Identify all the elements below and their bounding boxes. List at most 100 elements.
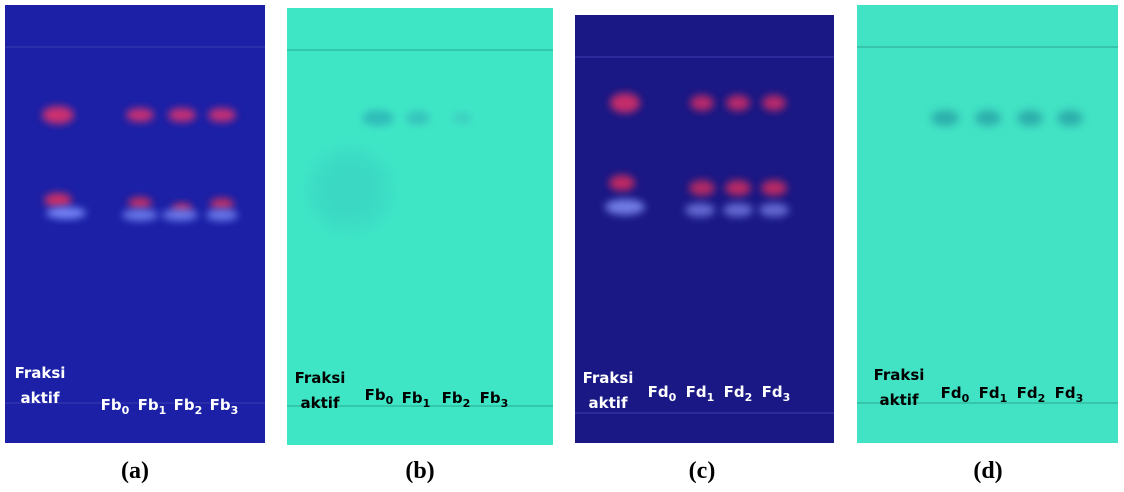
spot bbox=[610, 93, 640, 113]
spot bbox=[46, 207, 86, 219]
lane-name: Fb bbox=[442, 389, 463, 407]
lane-label: Fd3 bbox=[1055, 384, 1084, 405]
spot bbox=[762, 95, 786, 111]
spot bbox=[723, 203, 753, 217]
lane-name: Fd bbox=[686, 383, 707, 401]
lane-label: Fd1 bbox=[686, 383, 715, 404]
lane-subscript: 0 bbox=[669, 391, 677, 404]
lane-label: Fb1 bbox=[138, 396, 167, 417]
reference-label: aktif bbox=[301, 394, 340, 412]
lane-name: Fb bbox=[365, 386, 386, 404]
panel-caption: (a) bbox=[121, 458, 149, 484]
lane-name: Fd bbox=[648, 383, 669, 401]
lane-label: Fb3 bbox=[210, 396, 239, 417]
panel-caption: (c) bbox=[689, 458, 716, 484]
reference-label: Fraksi bbox=[583, 369, 634, 387]
lane-label: Fb0 bbox=[101, 396, 130, 417]
spot bbox=[126, 108, 154, 122]
reference-label: Fraksi bbox=[295, 369, 346, 387]
lane-name: Fd bbox=[724, 383, 745, 401]
lane-subscript: 1 bbox=[159, 404, 167, 417]
spot bbox=[206, 209, 238, 221]
lane-subscript: 2 bbox=[195, 404, 203, 417]
lane-name: Fb bbox=[101, 396, 122, 414]
spot bbox=[725, 180, 751, 196]
spot bbox=[759, 203, 789, 217]
panel-caption: (d) bbox=[973, 458, 1002, 484]
lane-subscript: 0 bbox=[962, 392, 970, 405]
spot bbox=[1017, 110, 1043, 126]
lane-subscript: 2 bbox=[463, 397, 471, 410]
spot bbox=[406, 111, 430, 125]
spot bbox=[42, 106, 74, 124]
lane-label: Fd1 bbox=[979, 384, 1008, 405]
spot bbox=[1057, 110, 1083, 126]
lane-label: Fb1 bbox=[402, 389, 431, 410]
spot bbox=[975, 110, 1001, 126]
lane-subscript: 1 bbox=[423, 397, 431, 410]
reference-label: aktif bbox=[880, 391, 919, 409]
lane-subscript: 3 bbox=[231, 404, 239, 417]
spot bbox=[609, 175, 635, 191]
lane-subscript: 1 bbox=[1000, 392, 1008, 405]
spot bbox=[761, 180, 787, 196]
lane-name: Fd bbox=[762, 383, 783, 401]
spot bbox=[452, 112, 472, 124]
reference-label: Fraksi bbox=[874, 366, 925, 384]
lane-label: Fd0 bbox=[941, 384, 970, 405]
lane-label: Fb2 bbox=[174, 396, 203, 417]
lane-subscript: 3 bbox=[783, 391, 791, 404]
lane-subscript: 0 bbox=[386, 394, 394, 407]
panel-caption: (b) bbox=[405, 458, 434, 484]
lane-label: Fd2 bbox=[724, 383, 753, 404]
spot bbox=[689, 180, 715, 196]
spot bbox=[310, 150, 390, 230]
spot bbox=[931, 110, 959, 126]
lane-name: Fb bbox=[174, 396, 195, 414]
spot bbox=[685, 203, 715, 217]
lane-label: Fd3 bbox=[762, 383, 791, 404]
lane-label: Fd0 bbox=[648, 383, 677, 404]
reference-label: aktif bbox=[21, 389, 60, 407]
spot bbox=[726, 95, 750, 111]
lane-name: Fb bbox=[210, 396, 231, 414]
lane-subscript: 3 bbox=[501, 397, 509, 410]
reference-label: aktif bbox=[589, 394, 628, 412]
spot bbox=[605, 199, 645, 215]
lane-subscript: 1 bbox=[707, 391, 715, 404]
spot bbox=[44, 193, 72, 207]
lane-name: Fb bbox=[138, 396, 159, 414]
lane-label: Fd2 bbox=[1017, 384, 1046, 405]
spot bbox=[128, 197, 152, 209]
spot bbox=[162, 209, 198, 221]
lane-label: Fb0 bbox=[365, 386, 394, 407]
lane-label: Fb3 bbox=[480, 389, 509, 410]
lane-subscript: 0 bbox=[122, 404, 130, 417]
tlc-plate bbox=[287, 8, 553, 445]
lane-name: Fb bbox=[480, 389, 501, 407]
spot bbox=[690, 95, 714, 111]
lane-subscript: 2 bbox=[1038, 392, 1046, 405]
spot bbox=[122, 209, 158, 221]
lane-name: Fd bbox=[941, 384, 962, 402]
lane-subscript: 2 bbox=[745, 391, 753, 404]
lane-label: Fb2 bbox=[442, 389, 471, 410]
lane-subscript: 3 bbox=[1076, 392, 1084, 405]
lane-name: Fd bbox=[1017, 384, 1038, 402]
spot bbox=[208, 108, 236, 122]
lane-name: Fd bbox=[979, 384, 1000, 402]
tlc-plate bbox=[857, 5, 1118, 443]
spot bbox=[362, 110, 394, 126]
spot bbox=[210, 198, 234, 210]
tlc-plate bbox=[575, 15, 834, 443]
lane-name: Fb bbox=[402, 389, 423, 407]
reference-label: Fraksi bbox=[15, 364, 66, 382]
lane-name: Fd bbox=[1055, 384, 1076, 402]
spot bbox=[168, 108, 196, 122]
tlc-plate bbox=[5, 5, 265, 443]
